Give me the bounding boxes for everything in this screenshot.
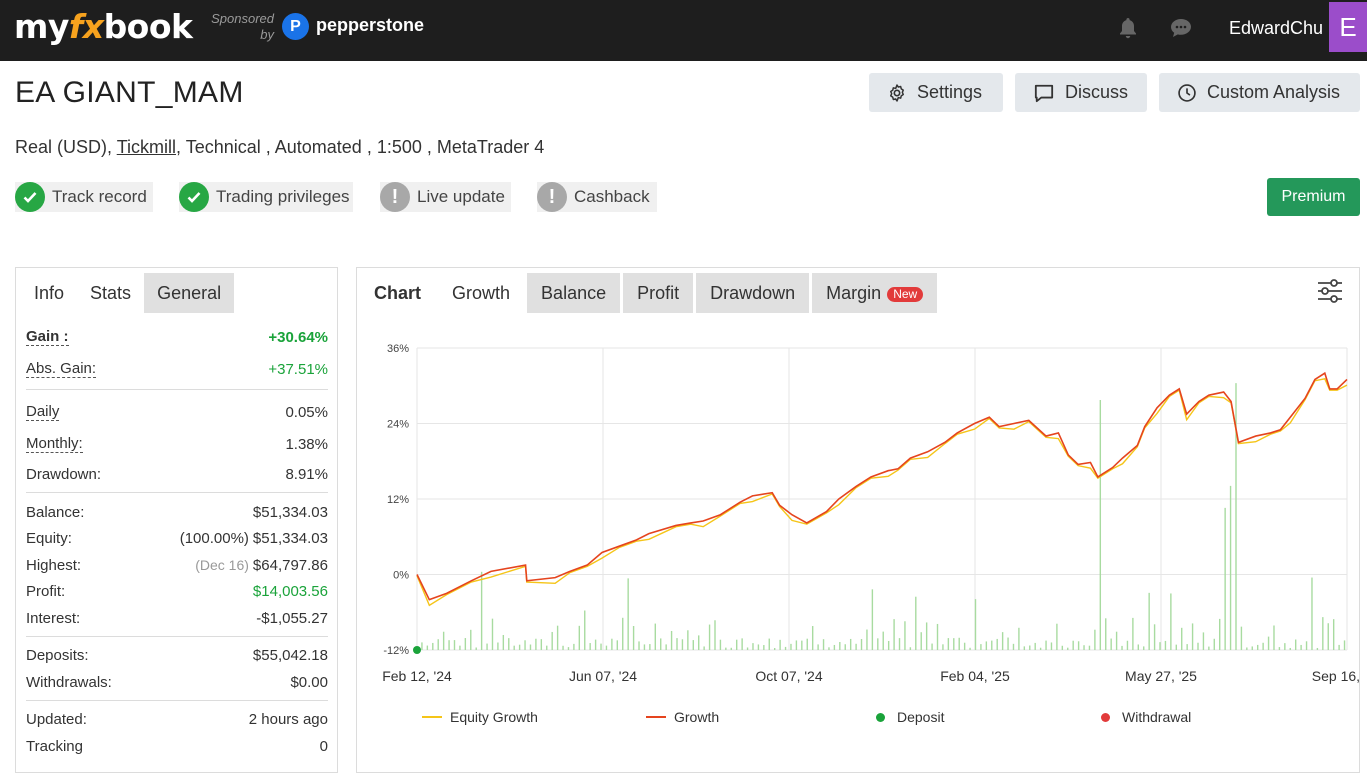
x-tick-label: Jun 07, '24 (569, 668, 637, 684)
equity-growth-line (416, 378, 1348, 607)
myfxbook-logo[interactable]: myfxbook (14, 7, 193, 46)
chart-label: Chart (374, 283, 422, 303)
x-tick-label: Oct 07, '24 (755, 668, 822, 684)
avatar[interactable]: E (1329, 2, 1367, 52)
monthly-value: 1.38% (285, 435, 328, 453)
growth-chart[interactable]: 36% 24% 12% 0% -12% Feb 12, '24 Jun 07, '24 Oct… (357, 328, 1359, 700)
balance-label: Balance: (26, 503, 85, 521)
gain-value: +30.64% (268, 328, 328, 346)
premium-button[interactable]: Premium (1267, 178, 1360, 216)
y-tick-label: 36% (387, 343, 409, 355)
stats-panel: Info Stats General Gain : +30.64% Abs. Ga… (15, 267, 338, 773)
legend-growth[interactable]: Growth (646, 709, 719, 725)
badge-track-record[interactable]: Track record (15, 182, 153, 212)
discuss-button[interactable]: Discuss (1015, 73, 1147, 112)
withdrawals-value: $0.00 (290, 673, 328, 691)
username[interactable]: EdwardChu (1229, 18, 1324, 38)
interest-value: -$1,055.27 (256, 609, 328, 627)
broker-link[interactable]: Tickmill (116, 137, 177, 157)
badge-trading-privileges[interactable]: Trading privileges (179, 182, 353, 212)
updated-label: Updated: (26, 711, 87, 729)
highest-value: $64,797.86 (252, 556, 328, 574)
withdrawals-label: Withdrawals: (26, 673, 112, 691)
daily-label[interactable]: Daily (26, 403, 60, 421)
y-tick-label: -12% (383, 645, 409, 657)
tab-balance[interactable]: Balance (527, 273, 621, 313)
updated-value: 2 hours ago (248, 711, 328, 729)
tracking-label: Tracking (26, 737, 83, 755)
highest-label: Highest: (26, 556, 82, 574)
comment-icon (1034, 84, 1054, 102)
equity-label: Equity: (26, 530, 72, 548)
deposits-value: $55,042.18 (252, 647, 328, 665)
new-badge: New (887, 287, 924, 302)
y-tick-label: 0% (393, 570, 409, 582)
legend-withdrawal[interactable]: Withdrawal (1101, 709, 1191, 725)
legend-equity-growth[interactable]: Equity Growth (422, 709, 538, 725)
top-navbar: myfxbook Sponsored by P pepperstone Edwar… (0, 0, 1367, 61)
check-icon (179, 182, 209, 212)
equity-value: $51,334.03 (252, 530, 328, 548)
legend-dot-icon (876, 712, 885, 722)
tab-margin[interactable]: Margin New (812, 273, 938, 313)
check-icon (15, 182, 45, 212)
deposits-label: Deposits: (26, 647, 89, 665)
highest-date: (Dec 16) (195, 556, 249, 573)
y-tick-label: 12% (387, 494, 409, 506)
tracking-value: 0 (319, 737, 328, 755)
tab-growth[interactable]: Growth (438, 273, 525, 313)
gain-label[interactable]: Gain : (26, 328, 69, 346)
settings-label: Settings (917, 82, 983, 102)
custom-analysis-button[interactable]: Custom Analysis (1159, 73, 1360, 112)
legend-dot-icon (1101, 712, 1110, 722)
page-title: EA GIANT_MAM (15, 76, 244, 109)
interest-label: Interest: (26, 609, 81, 627)
deposit-marker (413, 646, 421, 654)
badge-live-update[interactable]: ! Live update (380, 182, 511, 212)
tab-profit[interactable]: Profit (623, 273, 694, 313)
profit-value: $14,003.56 (252, 583, 328, 601)
custom-analysis-label: Custom Analysis (1207, 82, 1341, 102)
bell-icon[interactable] (1116, 16, 1140, 40)
daily-value: 0.05% (285, 403, 328, 421)
badge-cashback[interactable]: ! Cashback (537, 182, 657, 212)
legend-deposit[interactable]: Deposit (876, 709, 944, 725)
legend-line-icon (422, 716, 442, 718)
discuss-label: Discuss (1065, 82, 1129, 102)
x-tick-label: May 27, '25 (1125, 668, 1197, 684)
tab-stats[interactable]: Stats (77, 273, 145, 313)
exclamation-icon: ! (380, 182, 410, 212)
monthly-label[interactable]: Monthly: (26, 435, 83, 453)
tab-drawdown[interactable]: Drawdown (696, 273, 810, 313)
tab-general[interactable]: General (144, 273, 235, 313)
profit-label: Profit: (26, 583, 66, 601)
sponsor-name[interactable]: pepperstone (316, 15, 425, 35)
gear-icon (890, 83, 904, 102)
chart-panel: Chart Growth Balance Profit Drawdown Mar… (356, 267, 1360, 773)
x-tick-label: Feb 04, '25 (940, 668, 1010, 684)
legend-line-icon (646, 716, 666, 718)
balance-value: $51,334.03 (252, 503, 328, 521)
chat-icon[interactable] (1169, 16, 1193, 40)
chart-settings-sliders-icon[interactable] (1316, 278, 1344, 304)
sponsored-by-label: Sponsored by (211, 11, 274, 42)
exclamation-icon: ! (537, 182, 567, 212)
pepperstone-logo-icon[interactable]: P (282, 13, 309, 40)
tab-info[interactable]: Info (34, 283, 65, 303)
drawdown-value: 8.91% (285, 465, 328, 483)
y-tick-label: 24% (387, 419, 409, 431)
growth-line (416, 371, 1348, 601)
x-tick-label: Sep 16, '25 (1312, 668, 1359, 684)
abs-gain-value: +37.51% (268, 360, 328, 378)
clock-icon (1178, 83, 1196, 102)
x-tick-label: Feb 12, '24 (382, 668, 452, 684)
account-description: Real (USD), Tickmill, Technical , Automa… (15, 137, 545, 157)
abs-gain-label[interactable]: Abs. Gain: (26, 360, 97, 378)
drawdown-label: Drawdown: (26, 465, 102, 483)
settings-button[interactable]: Settings (869, 73, 1003, 112)
equity-percent: (100.00%) (179, 530, 249, 548)
